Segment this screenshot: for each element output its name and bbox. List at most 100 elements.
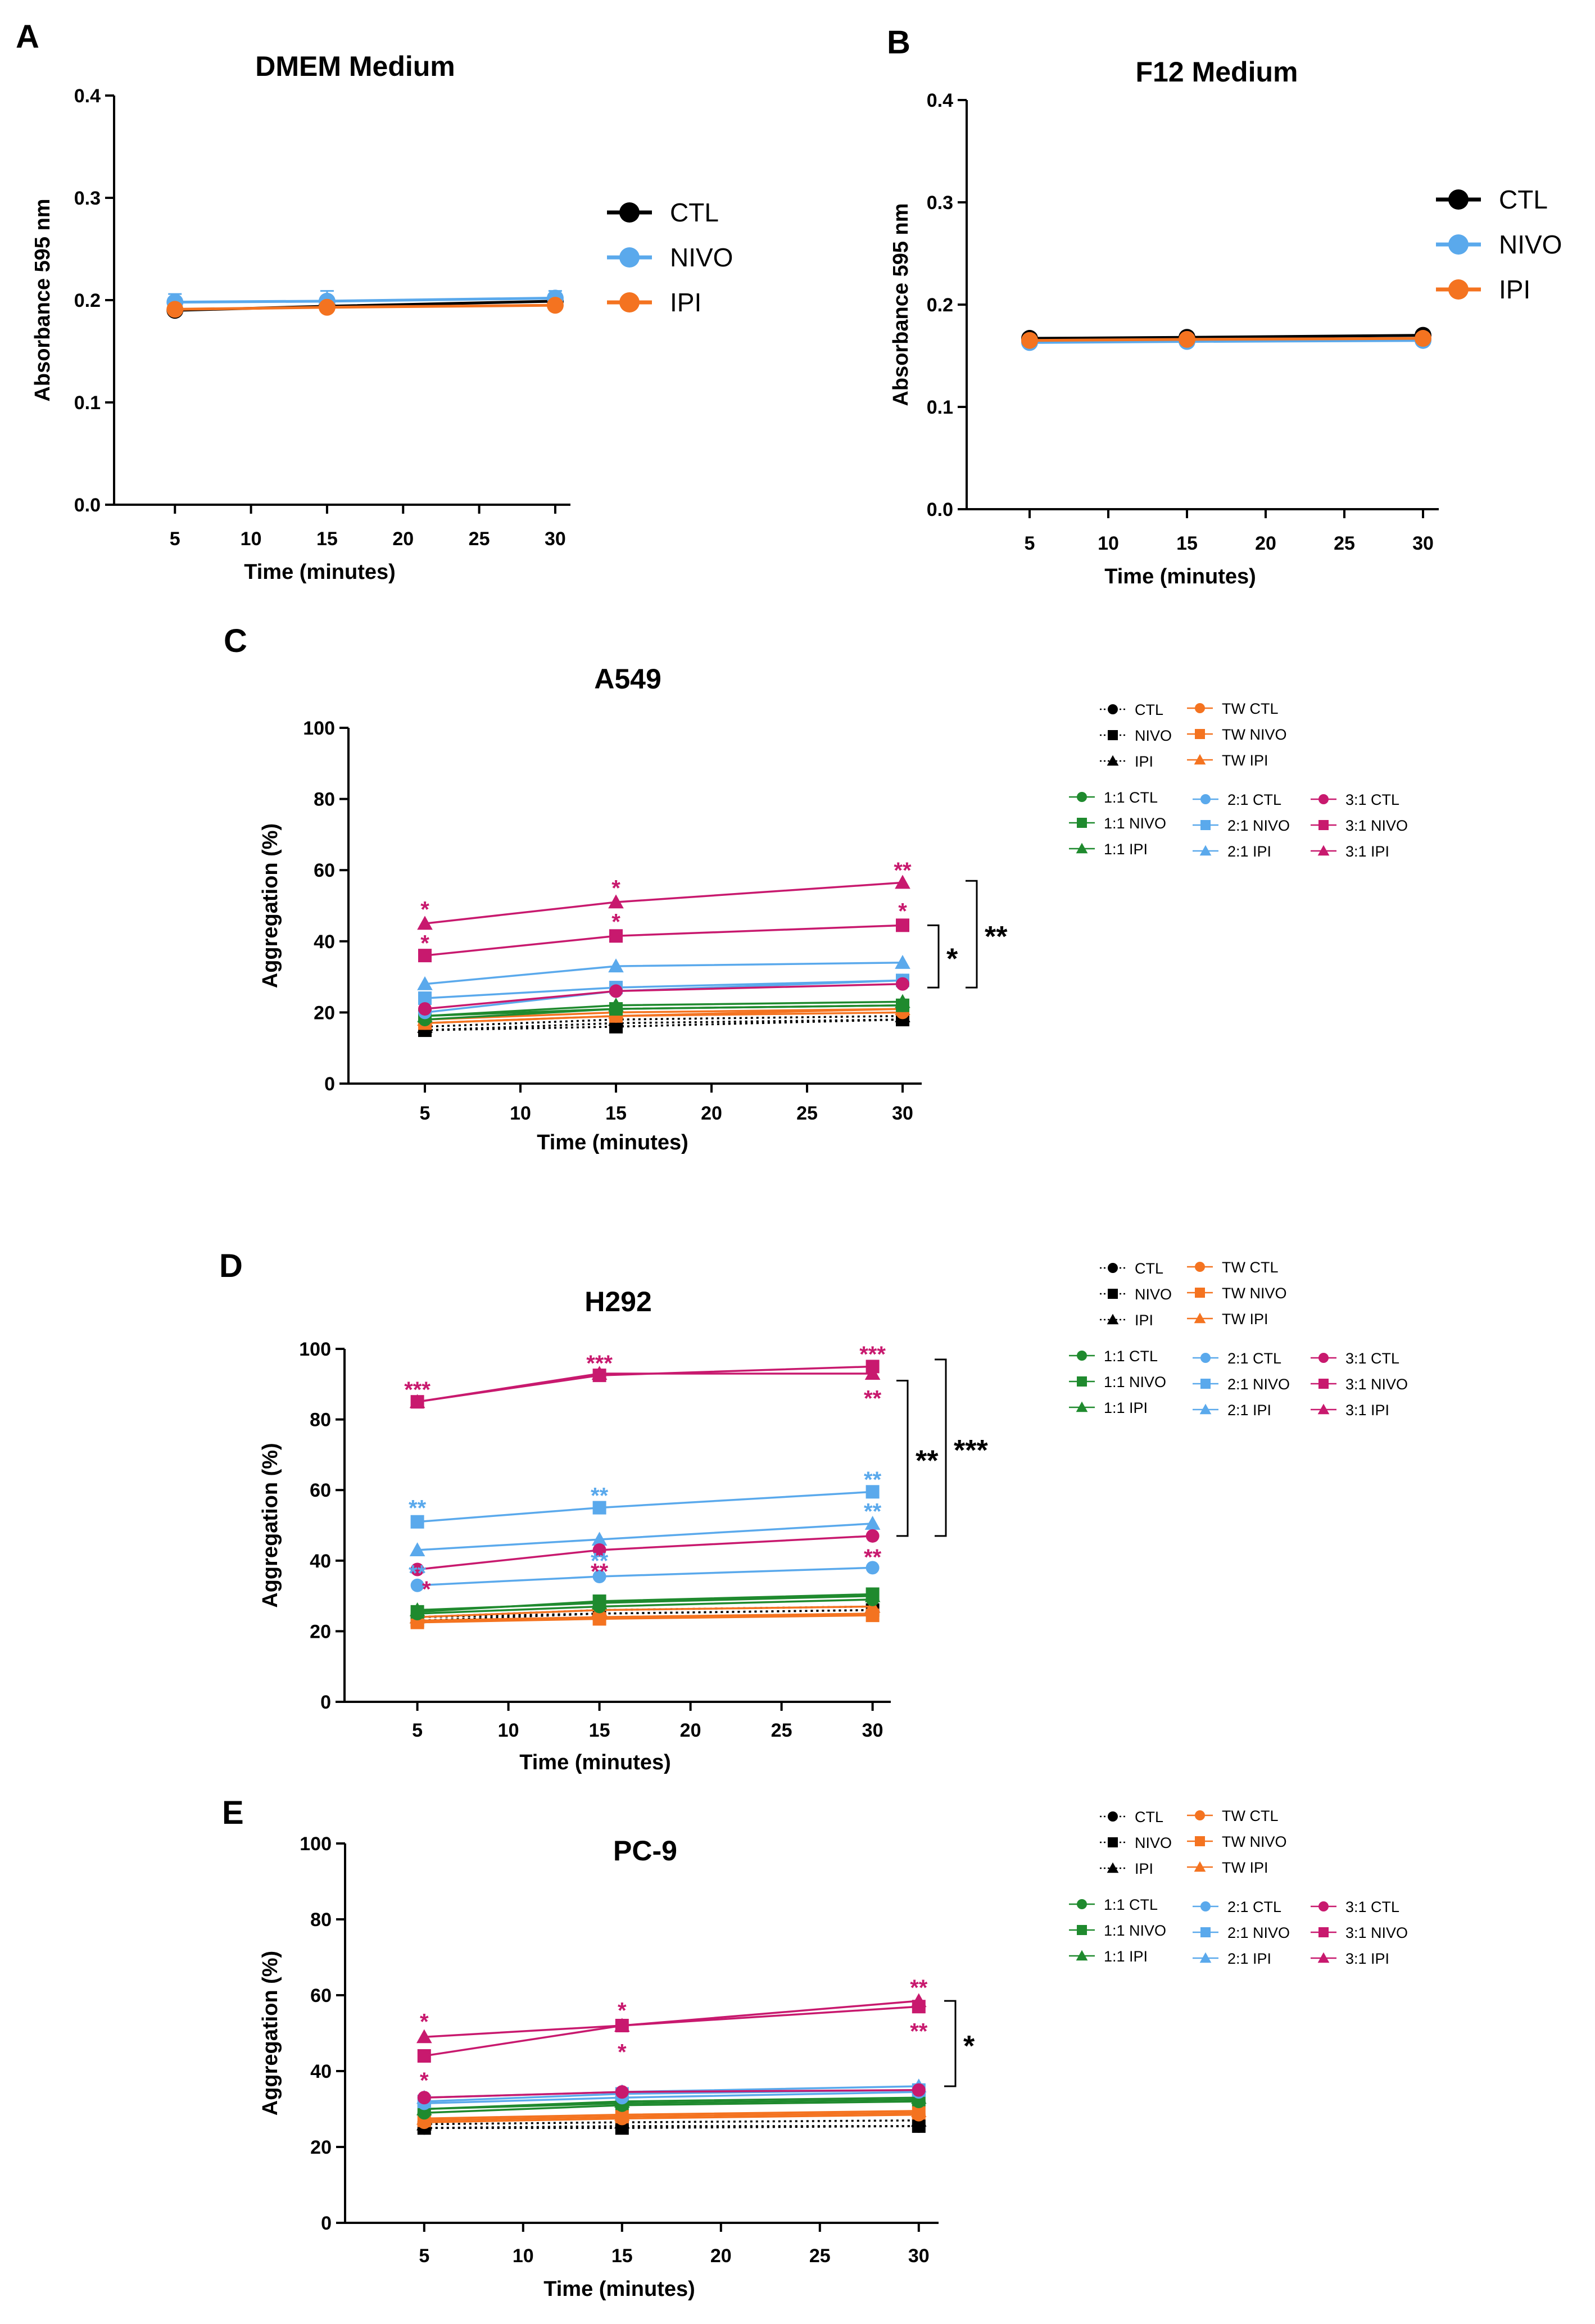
legend-label: 1:1 CTL — [1104, 1348, 1158, 1365]
x-tick-label: 25 — [796, 1103, 818, 1124]
significance-star: * — [420, 931, 429, 956]
data-point — [409, 1542, 425, 1556]
legend-label: 3:1 IPI — [1345, 1950, 1389, 1967]
legend-marker — [1194, 754, 1206, 765]
data-point — [418, 1002, 432, 1016]
data-point — [864, 1588, 881, 1602]
y-axis-label: Absorbance 595 nm — [31, 198, 55, 401]
x-tick-label: 15 — [1176, 533, 1198, 554]
legend-marker — [1448, 189, 1469, 210]
legend-label: TW CTL — [1222, 700, 1279, 717]
panel-letter: B — [887, 24, 910, 61]
data-point — [592, 1543, 606, 1557]
legend-marker — [1448, 234, 1469, 255]
x-tick-label: 15 — [589, 1720, 610, 1741]
y-tick-label: 60 — [310, 1985, 332, 2006]
legend-label: 2:1 IPI — [1227, 1402, 1271, 1419]
y-tick-label: 80 — [314, 789, 335, 810]
data-point — [417, 2091, 431, 2105]
plots: A DMEM Medium 0.0 0.1 0.2 0.3 0.4 5 10 15 20 25 30 Ti… — [16, 19, 1562, 2301]
legend-marker — [619, 247, 640, 268]
significance-bracket — [896, 1380, 909, 1537]
y-tick-label: 0 — [324, 1073, 335, 1095]
legend-label: TW NIVO — [1222, 1833, 1287, 1850]
legend-marker — [1199, 1403, 1212, 1415]
legend-marker — [1108, 1811, 1118, 1822]
legend-label: 3:1 CTL — [1345, 1350, 1399, 1367]
legend-marker — [1195, 1262, 1205, 1272]
legend-label: CTL — [670, 198, 719, 227]
x-tick-label: 30 — [908, 2245, 930, 2267]
data-point — [417, 916, 433, 930]
data-point — [410, 1515, 424, 1529]
legend-label: CTL — [1135, 1260, 1163, 1277]
chart-title: A549 — [594, 663, 661, 695]
y-tick-label: 60 — [310, 1480, 331, 1501]
series-2-1-nivo — [410, 1485, 880, 1529]
legend-marker — [1108, 1263, 1118, 1273]
legend-label: 1:1 NIVO — [1104, 815, 1166, 832]
legend-label: 2:1 IPI — [1227, 843, 1271, 860]
y-tick-label: 0 — [321, 2213, 332, 2234]
x-axis-label: Time (minutes) — [543, 2277, 695, 2301]
x-tick-label: 30 — [545, 528, 566, 550]
bracket-label: *** — [954, 1434, 988, 1467]
legend-label: CTL — [1135, 701, 1163, 718]
series-3-1-ctl — [410, 1529, 880, 1576]
data-point — [864, 1366, 881, 1380]
series-3-1-nivo — [418, 918, 909, 963]
legend-marker — [1199, 1952, 1212, 1963]
legend-label: NIVO — [1135, 1286, 1172, 1303]
data-point — [614, 2106, 630, 2121]
series-2-1-ipi — [417, 954, 910, 990]
significance-bracket — [927, 924, 940, 989]
legend-label: TW IPI — [1222, 1859, 1268, 1876]
chart-title: PC-9 — [613, 1835, 677, 1867]
data-point — [592, 1570, 606, 1584]
legend-label: 2:1 CTL — [1227, 1899, 1281, 1915]
data-point — [864, 1516, 881, 1530]
legend-label: CTL — [1499, 185, 1548, 214]
data-point — [591, 1532, 608, 1546]
series-ipi — [1021, 330, 1431, 349]
legend-label: NIVO — [670, 243, 733, 272]
data-point — [896, 918, 909, 932]
y-tick-label: 0.3 — [927, 192, 953, 214]
x-tick-label: 25 — [809, 2245, 831, 2267]
legend-label: 3:1 NIVO — [1345, 1376, 1408, 1393]
series-ipi — [166, 297, 564, 318]
y-tick-label: 40 — [314, 931, 335, 953]
y-axis-label: Aggregation (%) — [259, 823, 282, 988]
x-tick-label: 5 — [420, 1103, 431, 1124]
legend-marker — [1107, 755, 1119, 766]
panel-d: D H292 0 20 40 60 80 100 5 10 15 20 25 30 Time (minute… — [219, 1248, 1408, 1774]
legend-marker — [1200, 1927, 1211, 1937]
x-tick-label: 25 — [771, 1720, 792, 1741]
legend-marker — [1199, 845, 1212, 856]
y-axis-label: Aggregation (%) — [259, 1951, 282, 2115]
data-point — [418, 949, 432, 963]
y-tick-label: 0.4 — [927, 90, 953, 111]
legend-marker — [1108, 704, 1118, 714]
x-tick-label: 10 — [498, 1720, 519, 1741]
legend-marker — [1317, 1403, 1330, 1415]
legend-marker — [1077, 1899, 1087, 1909]
data-point — [1179, 330, 1195, 348]
legend-marker — [1200, 1901, 1211, 1911]
data-point — [615, 2085, 629, 2099]
data-point — [608, 958, 624, 973]
data-point — [608, 894, 624, 909]
series-3-1-ctl — [417, 2083, 926, 2105]
data-point — [609, 929, 623, 943]
series-2-1-ctl — [410, 1561, 880, 1592]
x-tick-label: 10 — [513, 2245, 534, 2267]
legend-marker — [1108, 1289, 1118, 1299]
y-tick-label: 60 — [314, 860, 335, 881]
legend-marker — [1195, 729, 1205, 739]
significance-star: ** — [864, 1545, 882, 1570]
y-tick-label: 20 — [310, 1621, 331, 1642]
legend-label: 3:1 CTL — [1345, 1899, 1399, 1915]
legend-marker — [1108, 1837, 1118, 1847]
legend-marker — [619, 202, 640, 223]
